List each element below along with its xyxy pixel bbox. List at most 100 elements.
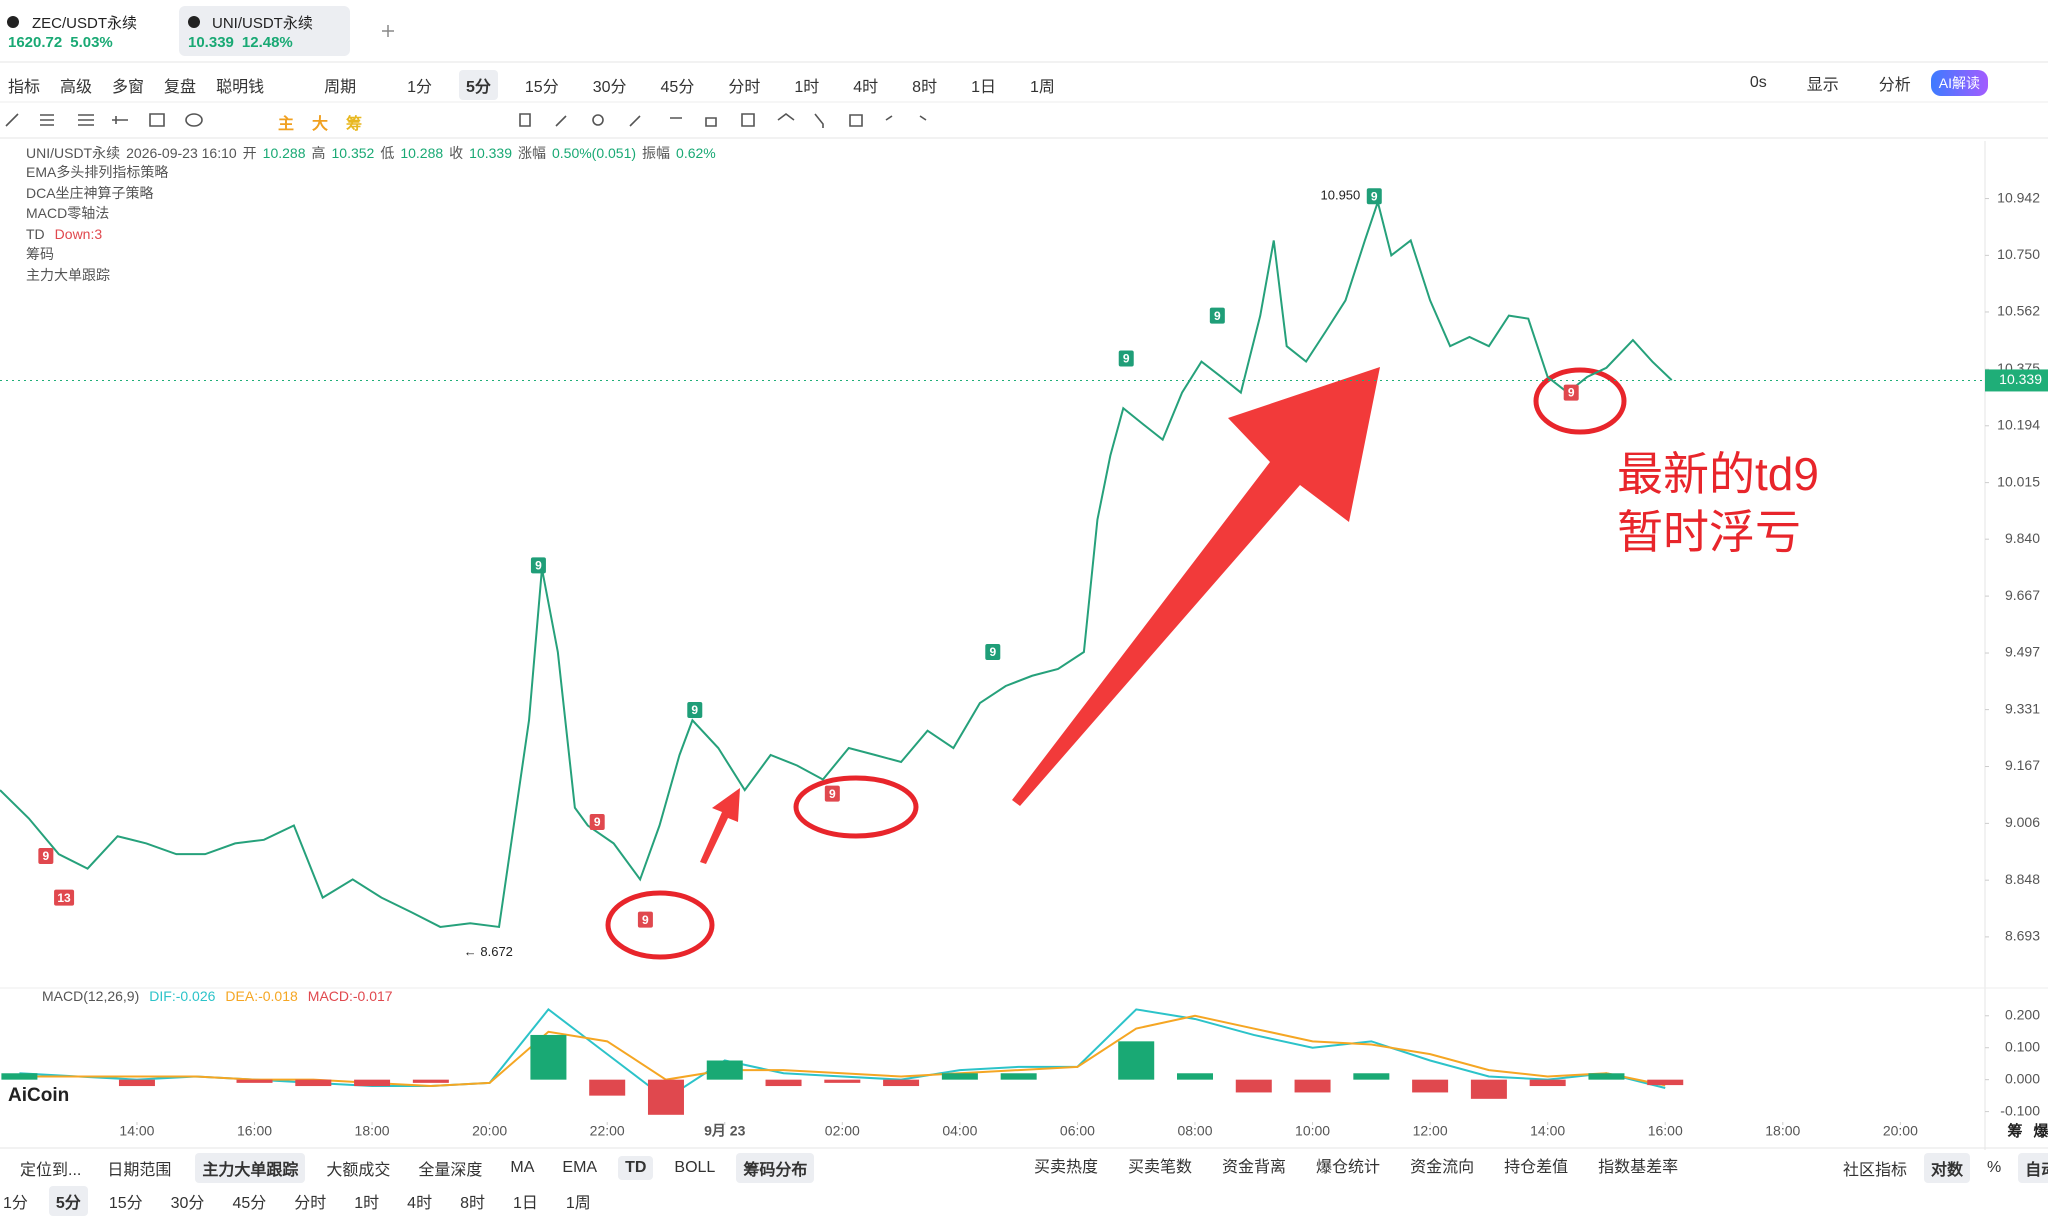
indicator-tab[interactable]: 主力大单跟踪 (195, 1153, 306, 1183)
toolbar-item[interactable]: 指标 (8, 79, 41, 96)
x-tick-label: 20:00 (1883, 1123, 1918, 1139)
y-tick-label: 9.667 (2005, 587, 2040, 603)
draw-tool[interactable]: 主 (278, 116, 295, 133)
toolbar-item[interactable]: 多窗 (112, 79, 145, 96)
period[interactable]: 4时 (853, 79, 879, 96)
indicator-tab[interactable]: TD (618, 1156, 654, 1180)
indicator-tab[interactable]: 全量深度 (418, 1162, 483, 1179)
bottom-item[interactable]: 定位到... (20, 1162, 82, 1179)
macd-bar (1, 1073, 38, 1080)
period[interactable]: 45分 (660, 79, 695, 96)
toolbar-item[interactable]: 周期 (324, 79, 357, 96)
data-tab[interactable]: 买卖笔数 (1128, 1159, 1193, 1176)
data-tab[interactable]: 指数基差率 (1598, 1159, 1679, 1176)
y-tick-label: 9.006 (2005, 814, 2040, 830)
period[interactable]: 1日 (971, 79, 996, 96)
period[interactable]: 15分 (524, 79, 559, 96)
indicator[interactable]: DCA坐庄神算子策略 (26, 183, 168, 204)
y-tick-label: 8.848 (2005, 871, 2040, 887)
draw-tool[interactable]: 筹 (346, 116, 363, 133)
bottom-setting[interactable]: 社区指标 (1843, 1162, 1908, 1179)
period[interactable]: 8时 (912, 79, 938, 96)
y-tick-label: 10.015 (1997, 473, 2040, 489)
tab-close[interactable] (7, 16, 19, 28)
bottom-item[interactable]: 日期范围 (107, 1162, 172, 1179)
macd-title: MACD(12,26,9) (42, 988, 140, 1004)
toolbar-item[interactable]: 0s (1749, 74, 1767, 91)
indicator[interactable]: EMA多头排列指标策略 (26, 162, 168, 183)
high-label: 10.950 (1321, 188, 1361, 203)
bottom-setting[interactable]: 对数 (1924, 1153, 1971, 1183)
y-tick-label: 8.693 (2005, 928, 2040, 944)
x-tick-label: 16:00 (237, 1123, 272, 1139)
td-marker-label: 9 (1568, 386, 1575, 400)
period[interactable]: 30分 (592, 79, 627, 96)
bottom-bar: 定位到... 日期范围 主力大单跟踪 大额成交 全量深度 MA EMA TD BOLL 筹码分布 (20, 1153, 815, 1183)
indicator[interactable]: 主力大单跟踪 (26, 265, 168, 286)
td-marker-label: 9 (43, 849, 50, 863)
indicator-tab[interactable]: 大额成交 (326, 1162, 391, 1179)
period[interactable]: 1分 (407, 79, 432, 96)
period[interactable]: 8时 (460, 1195, 485, 1212)
data-tab[interactable]: 资金背离 (1222, 1159, 1287, 1176)
tab-name[interactable]: UNI/USDT永续 (212, 15, 313, 32)
period[interactable]: 5分 (459, 70, 498, 100)
annotation: 最新的td9 (1617, 448, 1819, 500)
data-tab[interactable]: 买卖热度 (1034, 1159, 1099, 1176)
indicator-tab[interactable]: EMA (562, 1159, 598, 1176)
x-tick-label: 20:00 (472, 1123, 507, 1139)
field-label: 收 (449, 145, 464, 161)
td-marker-label: 9 (691, 703, 698, 717)
field-label: 高 (311, 145, 326, 161)
new-tab[interactable] (382, 25, 394, 37)
indicator-tab[interactable]: BOLL (674, 1159, 716, 1176)
period[interactable]: 1日 (512, 1195, 538, 1212)
period[interactable]: 1分 (3, 1195, 28, 1212)
x-tick-label: 16:00 (1648, 1123, 1683, 1139)
tab[interactable]: UNI/USDT永续 (212, 12, 313, 33)
tab[interactable]: ZEC/USDT永续 (32, 12, 137, 33)
toolbar-item[interactable]: 分析 (1878, 77, 1911, 94)
period[interactable]: 1时 (354, 1195, 380, 1212)
x-tick-label: 10:00 (1295, 1123, 1330, 1139)
td-marker-label: 9 (829, 787, 836, 801)
toolbar-item[interactable]: 复盘 (164, 79, 197, 96)
x-tick-label: 9月 23 (704, 1123, 745, 1139)
ohlc-info: UNI/USDT永续 2026-09-23 16:10 开 10.288 高 10.352… (26, 143, 716, 163)
bottom-setting[interactable]: % (1987, 1159, 2002, 1176)
y-tick-label: -0.100 (2000, 1102, 2040, 1118)
indicator-tab[interactable]: 筹码分布 (736, 1153, 815, 1183)
ai-button[interactable]: AI解读 (1930, 70, 1988, 96)
toolbar-item[interactable]: 聪明钱 (216, 79, 265, 96)
indicator[interactable]: TD Down:3 (26, 224, 168, 245)
period[interactable]: 分时 (294, 1195, 327, 1212)
data-tab[interactable]: 资金流向 (1410, 1159, 1475, 1176)
indicator[interactable]: MACD零轴法 (26, 203, 168, 224)
toolbar-item[interactable]: 显示 (1806, 77, 1839, 94)
data-tab[interactable]: 持仓差值 (1504, 1159, 1569, 1176)
bottom-setting[interactable]: 自动 (2018, 1153, 2048, 1183)
draw-tool[interactable]: 大 (312, 116, 329, 133)
period[interactable]: 45分 (232, 1195, 267, 1212)
period[interactable]: 1时 (794, 79, 820, 96)
td-marker-label: 9 (1371, 189, 1378, 203)
data-tab[interactable]: 爆仓统计 (1316, 1159, 1381, 1176)
x-tick-label: 22:00 (590, 1123, 625, 1139)
period[interactable]: 分时 (728, 79, 761, 96)
indicator[interactable]: 筹码 (26, 244, 168, 265)
period[interactable]: 5分 (48, 1186, 88, 1216)
field-value: 10.339 (469, 145, 512, 161)
period[interactable]: 1周 (1029, 79, 1055, 96)
macd-legend-item: DIF:-0.026 (149, 988, 216, 1004)
period[interactable]: 30分 (170, 1195, 205, 1212)
period[interactable]: 15分 (108, 1195, 143, 1212)
tab-close[interactable] (188, 16, 200, 28)
toolbar-item[interactable]: 高级 (60, 79, 93, 96)
period[interactable]: 4时 (407, 1195, 433, 1212)
y-tick-label: 10.942 (1997, 189, 2040, 205)
y-tick-label: 9.167 (2005, 757, 2040, 773)
td-marker (530, 557, 546, 574)
indicator-tab[interactable]: MA (510, 1159, 535, 1176)
period[interactable]: 1周 (565, 1195, 591, 1212)
tab-name[interactable]: ZEC/USDT永续 (32, 15, 138, 32)
